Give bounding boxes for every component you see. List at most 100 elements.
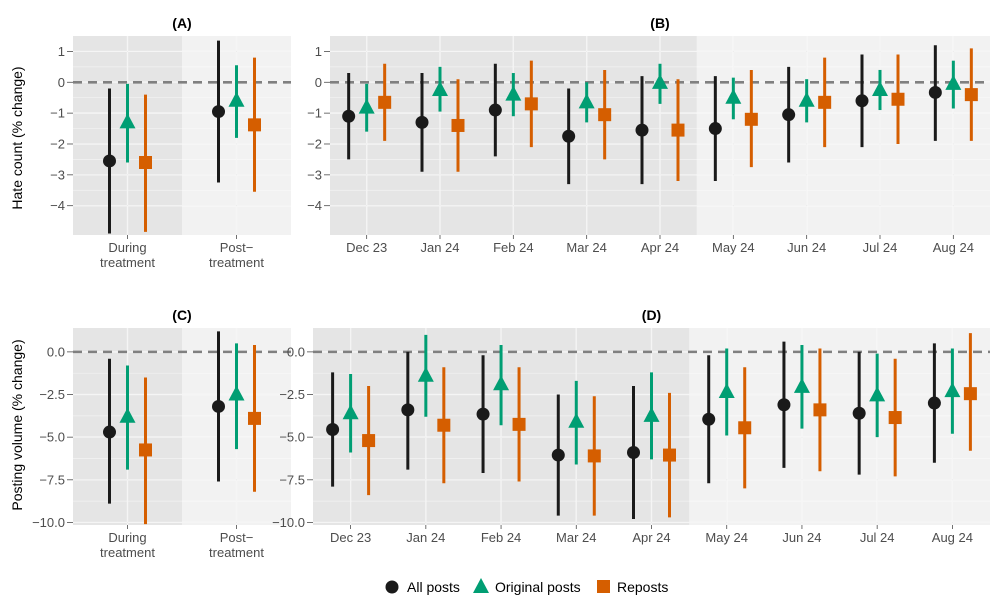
panel-title-D: (D)	[642, 307, 661, 323]
ytick-label: −7.5	[39, 472, 65, 487]
reposts-point	[598, 108, 612, 122]
original-point	[505, 85, 522, 101]
panel-C: 0.0 −2.5 −5.0 −7.5 −10.0 During treatment Post−…	[32, 307, 291, 560]
xtick-label: Feb 24	[481, 530, 521, 545]
reposts-point	[587, 449, 601, 463]
all-point	[401, 403, 415, 417]
xtick-label: Post− treatment	[209, 530, 264, 560]
original-point	[945, 74, 962, 90]
original-point	[869, 386, 886, 402]
all-point	[551, 448, 565, 462]
ytick-label: −5.0	[279, 430, 305, 445]
original-point	[578, 93, 595, 109]
xtick-label: Aug 24	[932, 530, 973, 545]
reposts-point	[888, 411, 902, 425]
ytick-label: −10.0	[272, 515, 305, 530]
original-point	[568, 412, 585, 428]
reposts-point	[139, 443, 152, 457]
all-point	[488, 103, 502, 117]
ytick-label: 0	[58, 75, 65, 90]
original-point	[228, 385, 245, 401]
xtick-label: Post− treatment	[209, 240, 264, 270]
xtick-label: During treatment	[100, 530, 155, 560]
reposts-point	[964, 88, 978, 102]
xtick-label: Jun 24	[787, 240, 826, 255]
legend-original-label: Original posts	[495, 579, 581, 595]
xtick-label: Feb 24	[493, 240, 533, 255]
original-point	[342, 404, 359, 420]
ytick-label: 0.0	[287, 344, 305, 359]
ytick-label: −3	[50, 167, 65, 182]
xtick-label: Mar 24	[556, 530, 596, 545]
legend-all-label: All posts	[407, 579, 460, 595]
all-point	[342, 109, 356, 123]
all-point	[103, 425, 116, 439]
panel-B: 1 0 −1 −2 −3 −4 Dec 23 Jan 24 Feb 24 Mar 24 Apr 24…	[307, 15, 990, 255]
original-point	[944, 382, 961, 398]
reposts-point	[663, 448, 676, 462]
panel-title-C: (C)	[172, 307, 191, 323]
original-point	[798, 91, 815, 107]
all-point	[212, 105, 225, 119]
original-point	[793, 377, 810, 393]
ytick-label: −2.5	[39, 387, 65, 402]
all-point	[927, 396, 941, 410]
all-point	[928, 85, 942, 99]
all-point	[852, 406, 866, 420]
xtick-label: Aug 24	[933, 240, 974, 255]
xtick-label: May 24	[705, 530, 748, 545]
all-point	[562, 129, 576, 143]
reposts-point	[248, 411, 261, 425]
panel-title-B: (B)	[650, 15, 669, 31]
legend-all-marker	[385, 580, 399, 594]
legend-original-marker	[473, 578, 489, 593]
xtick-label: Jun 24	[782, 530, 821, 545]
original-point	[432, 80, 448, 96]
ytick-label: 0.0	[47, 344, 65, 359]
ytick-label: −4	[307, 198, 322, 213]
reposts-point	[963, 387, 977, 401]
reposts-point	[248, 118, 261, 132]
all-point	[782, 108, 796, 122]
panel-D: 0.0 −2.5 −5.0 −7.5 −10.0 Dec 23 Jan 24 Feb 24 Ma…	[272, 307, 990, 545]
xtick-label: Jul 24	[863, 240, 898, 255]
ytick-label: 1	[58, 44, 65, 59]
reposts-point	[378, 95, 392, 109]
ytick-label: −7.5	[279, 472, 305, 487]
all-point	[777, 398, 791, 412]
xtick-label: Apr 24	[632, 530, 670, 545]
reposts-point	[139, 155, 152, 169]
legend-reposts-marker	[597, 580, 610, 593]
ytick-label: 1	[315, 44, 322, 59]
xtick-label: Jan 24	[420, 240, 459, 255]
original-point	[652, 73, 668, 89]
bottom-ylabel: Posting volume (% change)	[9, 339, 25, 510]
legend-reposts-label: Reposts	[617, 579, 668, 595]
reposts-point	[512, 417, 526, 431]
original-point	[119, 113, 136, 129]
all-point	[702, 412, 716, 426]
panel-title-A: (A)	[172, 15, 191, 31]
reposts-point	[818, 95, 832, 109]
all-point	[326, 422, 340, 436]
xtick-label: During treatment	[100, 240, 155, 270]
original-point	[119, 407, 136, 423]
ytick-label: 0	[315, 75, 322, 90]
original-point	[643, 406, 660, 422]
ytick-label: −2.5	[279, 387, 305, 402]
reposts-point	[671, 123, 685, 137]
reposts-point	[813, 403, 827, 417]
xtick-label: Dec 23	[346, 240, 387, 255]
reposts-point	[744, 112, 758, 126]
xtick-label: Jul 24	[860, 530, 895, 545]
ytick-label: −10.0	[32, 515, 65, 530]
ytick-label: −3	[307, 167, 322, 182]
all-point	[635, 123, 649, 137]
ytick-label: −1	[50, 106, 65, 121]
xtick-label: Jan 24	[406, 530, 445, 545]
original-point	[417, 366, 434, 382]
original-point	[493, 375, 510, 391]
ytick-label: −4	[50, 198, 65, 213]
ytick-label: −2	[50, 136, 65, 151]
